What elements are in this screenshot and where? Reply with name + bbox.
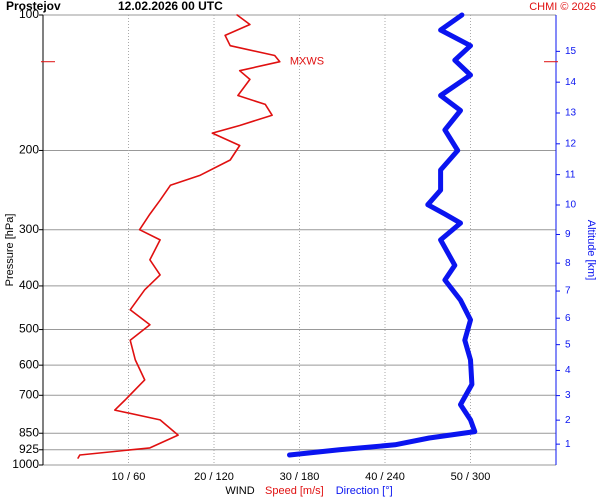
y2-tick-label: 11 — [565, 169, 576, 180]
credit: CHMI © 2026 — [529, 1, 596, 13]
y2-tick-label: 5 — [565, 339, 571, 350]
x-tick-label: 30 / 180 — [280, 471, 320, 483]
y2-tick-label: 3 — [565, 390, 571, 401]
x-tick-label: 40 / 240 — [365, 471, 405, 483]
x-tick-label: 50 / 300 — [451, 471, 491, 483]
y2-tick-label: 9 — [565, 229, 571, 240]
x-axis-label: WIND — [225, 485, 254, 497]
data-line — [77, 14, 281, 459]
y2-tick-label: 2 — [565, 415, 571, 426]
legend-label: Direction [°] — [336, 485, 393, 497]
y2-tick-label: 1 — [565, 439, 571, 450]
y2-tick-label: 4 — [565, 365, 571, 376]
y-tick-label: 300 — [19, 222, 39, 236]
y-tick-label: 700 — [19, 387, 39, 401]
y-tick-label: 500 — [19, 322, 39, 336]
y-tick-label: 1000 — [12, 457, 39, 471]
y2-tick-label: 8 — [565, 258, 571, 269]
chart-subtitle: 12.02.2026 00 UTC — [118, 0, 223, 13]
y-tick-label: 100 — [19, 7, 39, 21]
chart-title: Prostejov — [6, 0, 61, 13]
y-tick-label: 600 — [19, 357, 39, 371]
y2-tick-label: 15 — [565, 46, 577, 57]
y2-tick-label: 12 — [565, 138, 577, 149]
y2-tick-label: 13 — [565, 108, 577, 119]
x-tick-label: 10 / 60 — [112, 471, 146, 483]
y-tick-label: 925 — [19, 442, 39, 456]
y2-tick-label: 7 — [565, 286, 571, 297]
y-tick-label: 400 — [19, 278, 39, 292]
data-line — [287, 12, 478, 458]
x-tick-label: 20 / 120 — [194, 471, 234, 483]
legend-label: Speed [m/s] — [265, 485, 324, 497]
y-tick-label: 200 — [19, 143, 39, 157]
y2-tick-label: 10 — [565, 200, 577, 211]
y2-axis-label: Altitude [km] — [585, 220, 597, 281]
y2-tick-label: 14 — [565, 77, 577, 88]
y2-tick-label: 6 — [565, 313, 571, 324]
y-axis-label: Pressure [hPa] — [4, 214, 16, 287]
annotation: MXWS — [290, 56, 324, 68]
y-tick-label: 850 — [19, 425, 39, 439]
